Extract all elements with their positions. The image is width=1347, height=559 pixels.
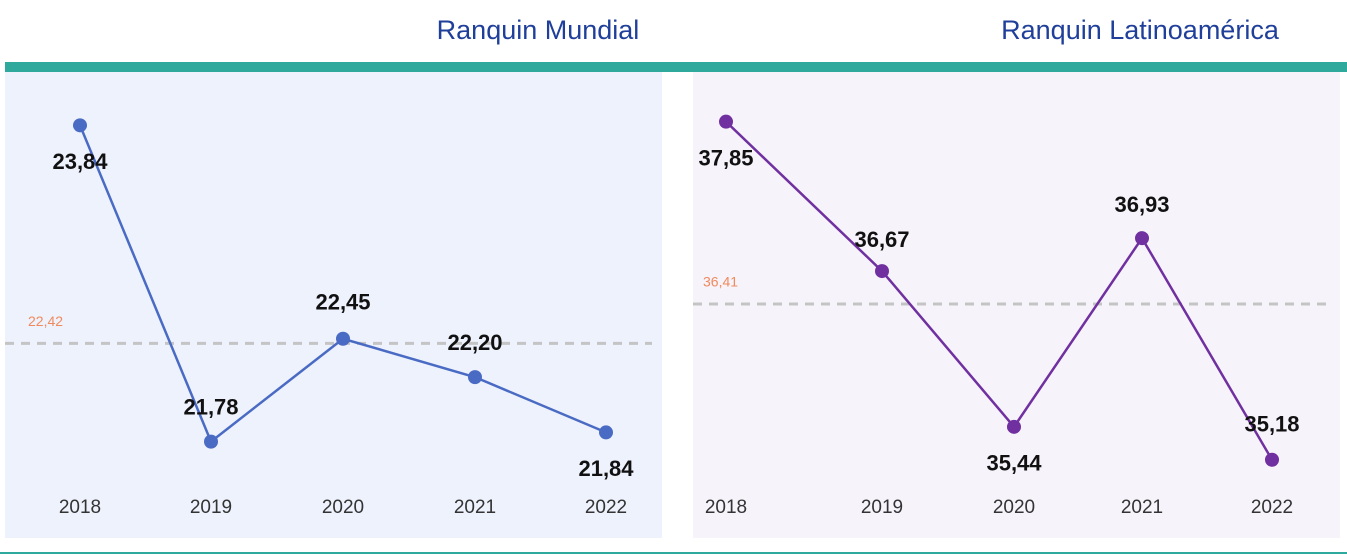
header-bar — [5, 62, 1347, 72]
data-label: 23,84 — [52, 149, 108, 174]
data-label: 22,20 — [447, 330, 502, 355]
data-label: 35,44 — [986, 451, 1042, 476]
data-label: 37,85 — [698, 145, 753, 170]
point — [73, 118, 87, 133]
x-tick-label: 2022 — [1251, 497, 1293, 518]
x-tick-label: 2021 — [1121, 497, 1163, 518]
point — [719, 114, 733, 129]
chart-title: Ranquin Latinoamérica — [1001, 15, 1280, 45]
point — [468, 370, 482, 385]
x-tick-label: 2020 — [322, 497, 364, 518]
footer-line — [0, 552, 1347, 554]
data-label: 21,84 — [578, 456, 634, 481]
chart-title: Ranquin Mundial — [437, 15, 640, 45]
x-tick-label: 2022 — [585, 497, 627, 518]
x-tick-label: 2018 — [59, 497, 101, 518]
point — [599, 425, 613, 440]
x-tick-label: 2019 — [190, 497, 232, 518]
data-label: 22,45 — [315, 290, 370, 315]
x-tick-label: 2018 — [705, 497, 747, 518]
data-label: 21,78 — [183, 394, 238, 419]
data-label: 35,18 — [1244, 412, 1299, 437]
panel — [5, 72, 662, 538]
point — [1135, 231, 1149, 246]
data-label: 36,93 — [1114, 192, 1169, 217]
reference-label: 22,42 — [28, 313, 63, 329]
reference-label: 36,41 — [703, 274, 738, 290]
point — [875, 264, 889, 279]
x-tick-label: 2019 — [861, 497, 903, 518]
point — [336, 331, 350, 346]
point — [1265, 452, 1279, 467]
x-tick-label: 2021 — [454, 497, 496, 518]
point — [1007, 419, 1021, 434]
data-label: 36,67 — [854, 227, 909, 252]
point — [204, 434, 218, 449]
x-tick-label: 2020 — [993, 497, 1035, 518]
